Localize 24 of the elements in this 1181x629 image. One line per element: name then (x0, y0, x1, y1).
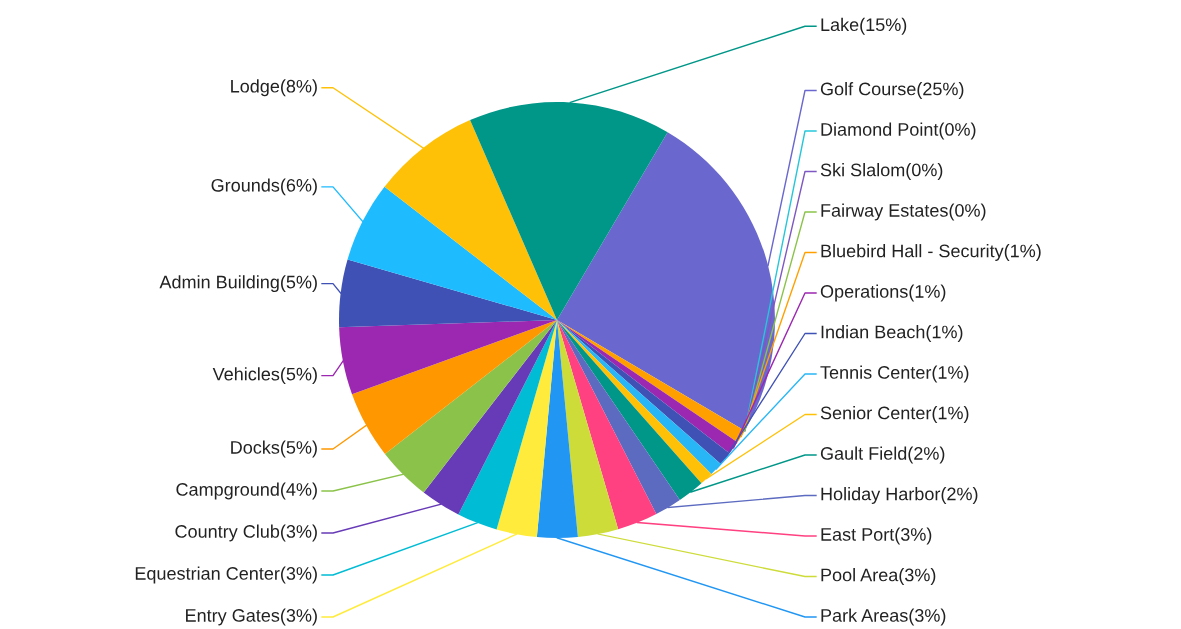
slice-label: Equestrian Center(3%) (135, 566, 317, 584)
slice-label: Lodge(8%) (231, 79, 317, 97)
slice-label: Tennis Center(1%) (820, 365, 969, 383)
slice-label: Lake(15%) (821, 17, 907, 35)
slice-label: Senior Center(1%) (820, 406, 969, 423)
slice-label: East Port(3%) (821, 527, 932, 545)
slice-label: Admin Building(5%) (159, 275, 317, 293)
slice-label: Pool Area(3%) (821, 568, 936, 585)
slice-label: Indian Beach(1%) (821, 325, 963, 342)
slice-label: Campground(4%) (176, 482, 317, 500)
slice-label: Country Club(3%) (175, 524, 317, 542)
slice-label: Gault Field(2%) (820, 446, 945, 464)
category-label: Fairway Estates(0%) (821, 203, 986, 221)
slice-label: Holiday Harbor(2%) (821, 487, 978, 504)
category-label: Diamond Point(0%) (821, 122, 976, 140)
slice-label: Bluebird Hall - Security(1%) (821, 244, 1041, 261)
category-label: Ski Slalom(0%) (820, 163, 943, 180)
slice-label: Park Areas(3%) (821, 608, 946, 626)
slice-label: Golf Course(25%) (820, 82, 964, 99)
slice-label: Vehicles(5%) (212, 367, 317, 385)
slice-label: Grounds(6%) (211, 178, 317, 196)
slice-label: Docks(5%) (231, 440, 317, 458)
slice-label: Entry Gates(3%) (186, 608, 317, 626)
slice-label: Operations(1%) (820, 284, 946, 302)
